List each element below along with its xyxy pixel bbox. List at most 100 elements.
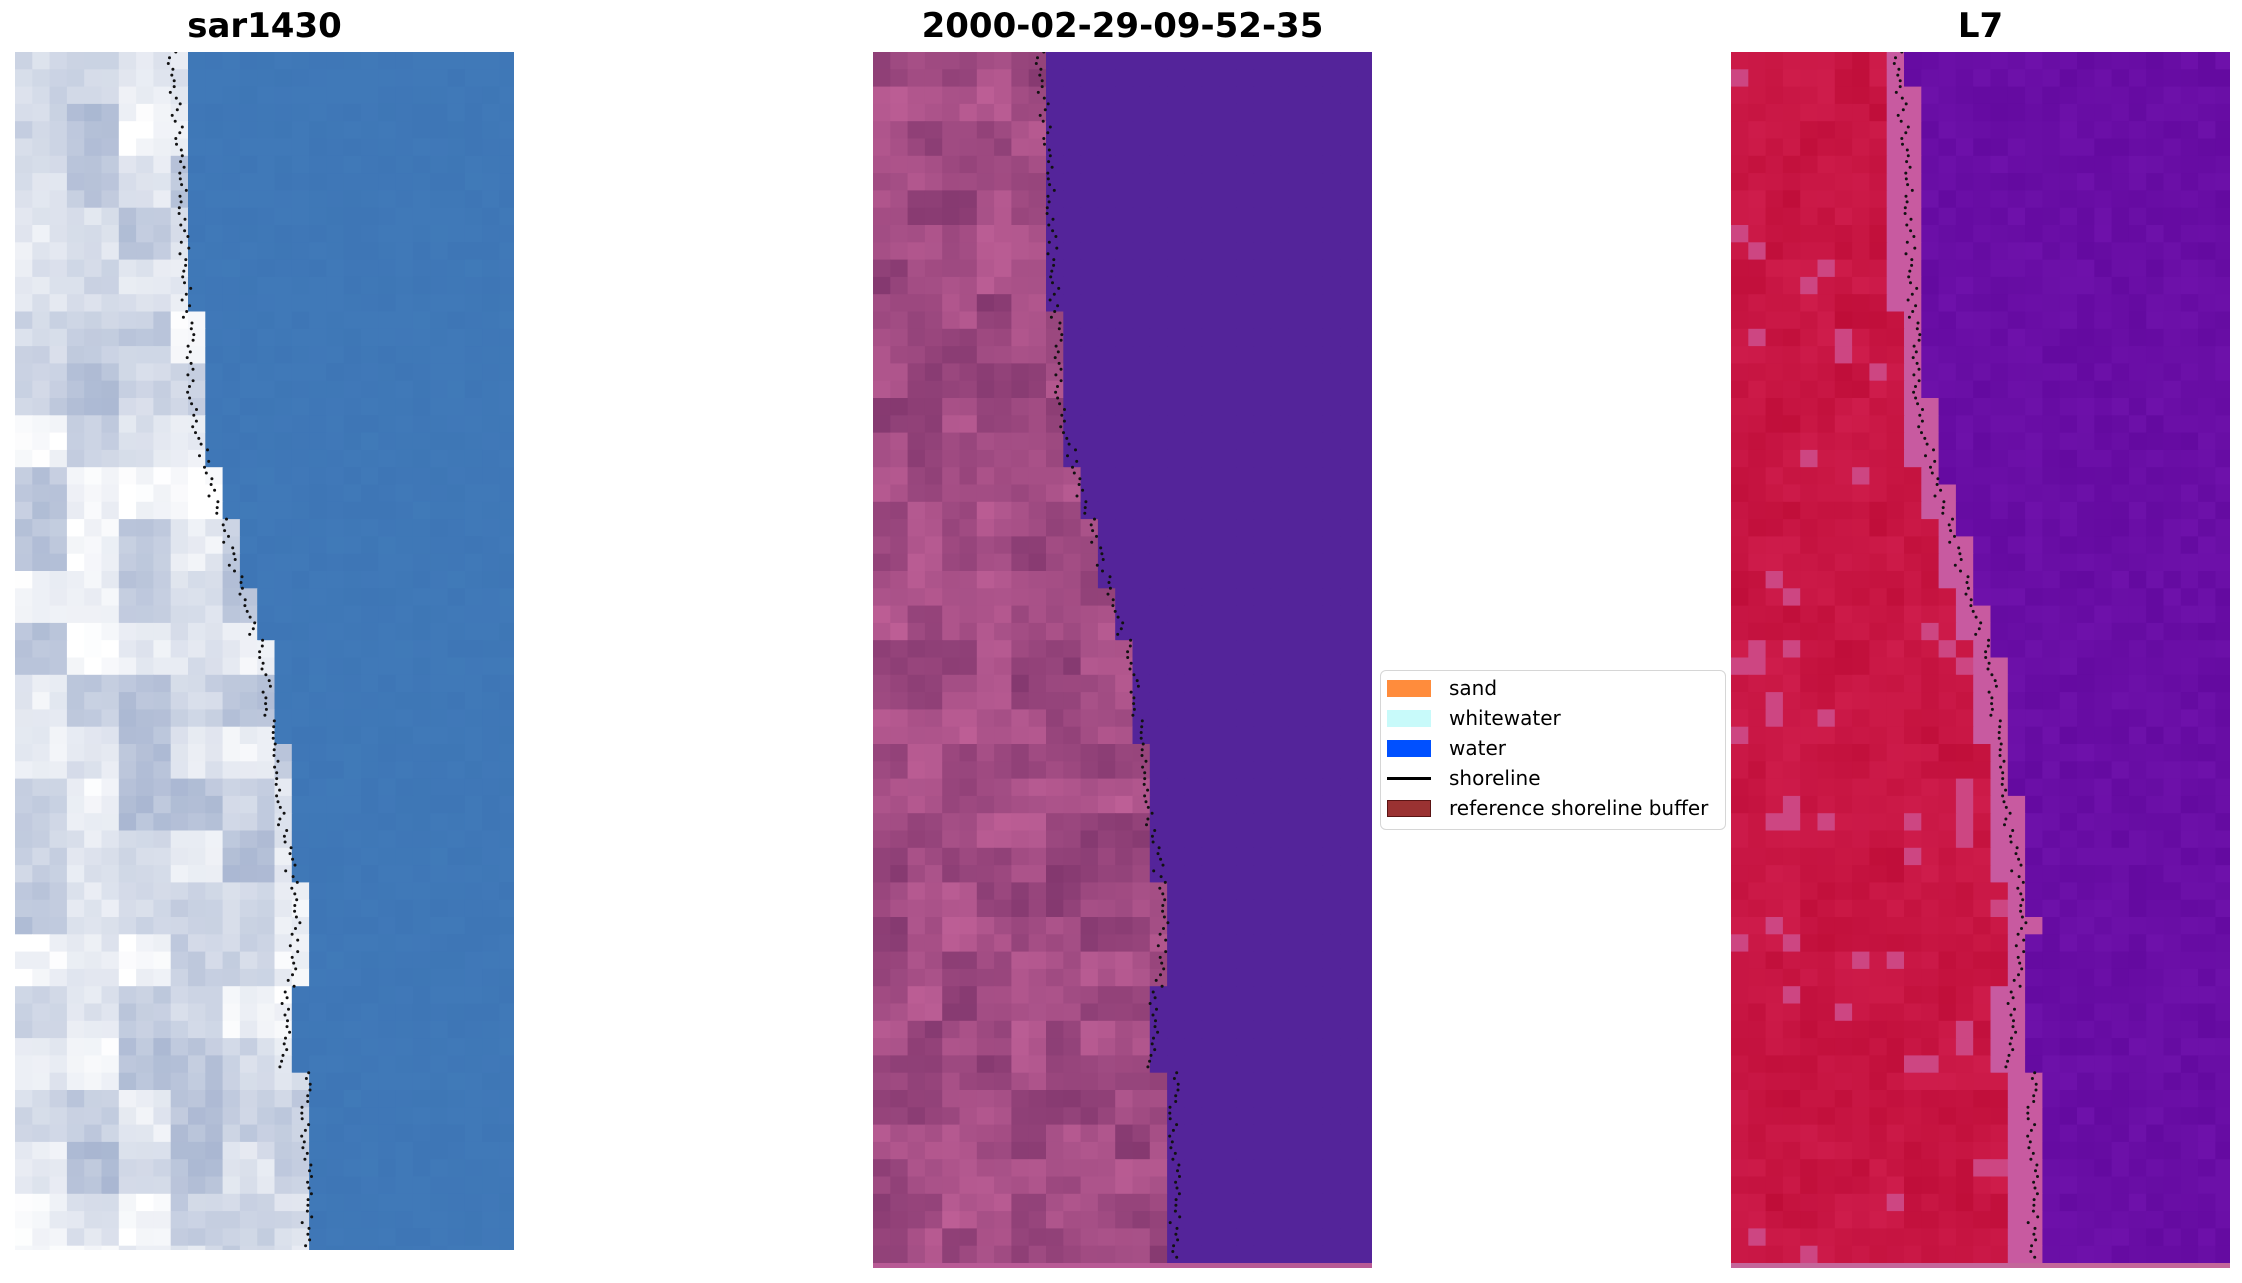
image-pixel [1236, 311, 1255, 330]
image-pixel [976, 103, 995, 122]
image-pixel [994, 1020, 1012, 1039]
image-pixel [326, 1107, 345, 1126]
image-pixel [309, 415, 327, 434]
image-pixel [1063, 173, 1082, 191]
image-pixel [412, 69, 431, 88]
image-pixel [1201, 1193, 1220, 1212]
image-pixel [890, 1245, 909, 1264]
image-pixel [1305, 449, 1324, 468]
image-pixel [15, 951, 33, 970]
image-pixel [1357, 52, 1372, 70]
image-pixel [942, 276, 961, 295]
image-pixel [1322, 1159, 1341, 1178]
image-pixel [1357, 501, 1372, 520]
image-pixel [1184, 1107, 1203, 1126]
image-pixel [890, 986, 909, 1005]
image-pixel [1011, 69, 1030, 88]
image-pixel [361, 415, 379, 434]
image-pixel [430, 242, 449, 261]
image-pixel [15, 294, 33, 313]
image-pixel [890, 968, 909, 987]
image-pixel [1011, 657, 1030, 676]
image-pixel [499, 571, 514, 589]
image-pixel [188, 882, 206, 901]
image-pixel [1219, 899, 1237, 918]
image-pixel [924, 398, 943, 416]
image-pixel [464, 519, 483, 537]
image-pixel [412, 1124, 431, 1143]
image-pixel [924, 294, 943, 313]
image-pixel [1236, 155, 1255, 174]
image-pixel [222, 865, 241, 883]
image-pixel [84, 259, 103, 278]
image-pixel [84, 294, 103, 313]
shoreline-point [295, 880, 299, 884]
image-pixel [170, 709, 189, 728]
image-pixel [873, 1176, 891, 1195]
image-pixel [343, 1003, 362, 1022]
image-pixel [361, 1124, 379, 1143]
image-pixel [994, 1141, 1012, 1160]
shoreline-point [198, 454, 201, 458]
image-pixel [1028, 899, 1047, 918]
image-pixel [482, 1141, 500, 1160]
image-pixel [1322, 847, 1341, 866]
image-pixel [1219, 207, 1237, 226]
shoreline-point [264, 702, 268, 706]
image-pixel [1080, 207, 1099, 226]
image-pixel [1305, 380, 1324, 399]
image-pixel [395, 986, 414, 1005]
image-pixel [430, 1072, 449, 1091]
image-pixel [309, 882, 327, 901]
image-pixel [361, 190, 379, 209]
image-pixel [257, 484, 276, 503]
image-pixel [2146, 225, 2165, 243]
image-pixel [1869, 207, 1888, 226]
image-pixel [1340, 1107, 1358, 1126]
image-pixel [1973, 225, 1992, 243]
image-pixel [1201, 830, 1220, 849]
image-pixel [222, 328, 241, 347]
image-pixel [959, 1107, 978, 1126]
image-pixel [188, 778, 206, 797]
image-pixel [1149, 986, 1168, 1005]
image-pixel [309, 155, 327, 174]
image-pixel [1184, 709, 1203, 728]
image-pixel [1322, 1211, 1341, 1229]
image-pixel [49, 553, 68, 572]
image-pixel [873, 1245, 891, 1264]
image-pixel [976, 86, 995, 105]
image-pixel [32, 865, 51, 883]
image-pixel [118, 899, 137, 918]
image-pixel [343, 571, 362, 589]
image-pixel [1167, 934, 1185, 953]
image-pixel [361, 276, 379, 295]
image-pixel [84, 830, 103, 849]
image-pixel [1115, 1055, 1134, 1074]
image-pixel [994, 1107, 1012, 1126]
image-pixel [153, 1020, 172, 1039]
image-pixel [136, 1072, 154, 1091]
image-pixel [32, 1193, 51, 1212]
image-pixel [430, 173, 449, 191]
image-pixel [2163, 242, 2182, 261]
image-pixel [118, 1159, 137, 1178]
image-pixel [101, 398, 120, 416]
shoreline-point [281, 1053, 285, 1057]
image-pixel [1115, 1263, 1134, 1268]
image-pixel [1028, 934, 1047, 953]
image-pixel [274, 726, 293, 745]
image-pixel [482, 1090, 500, 1108]
shoreline-point [1059, 367, 1063, 371]
image-pixel [1167, 968, 1185, 987]
image-pixel [1800, 276, 1819, 295]
image-pixel [118, 536, 137, 555]
image-pixel [890, 276, 909, 295]
image-pixel [907, 1159, 926, 1178]
image-pixel [15, 813, 33, 832]
image-pixel [1305, 242, 1324, 261]
image-pixel [309, 138, 327, 157]
image-pixel [205, 138, 224, 157]
image-pixel [1080, 519, 1099, 537]
image-pixel [239, 899, 258, 918]
